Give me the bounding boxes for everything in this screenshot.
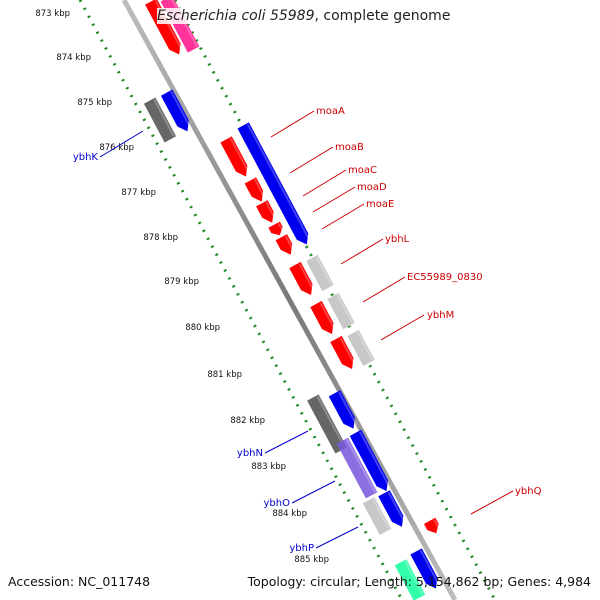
feature-highlight (246, 123, 312, 242)
gene-label-ybhl[interactable]: ybhL (385, 234, 410, 245)
tick-label: 885 kbp (294, 555, 329, 565)
gene-label-moac[interactable]: moaC (348, 165, 377, 176)
feature-band (75, 0, 460, 600)
gene-label-moab[interactable]: moaB (335, 142, 364, 153)
label-leader-line (315, 526, 359, 549)
feature-highlight (338, 391, 358, 427)
label-leader-line (289, 146, 334, 174)
feature-highlight (404, 560, 424, 596)
gene-feature-forward[interactable] (145, 0, 181, 55)
feature-highlight (277, 223, 285, 233)
label-leader-line (264, 430, 309, 454)
genome-backbone (121, 0, 458, 600)
tick-label: 882 kbp (230, 416, 265, 426)
tick-label: 878 kbp (143, 233, 178, 243)
gene-feature-ybhQ[interactable] (424, 517, 439, 534)
feature-highlight (356, 331, 374, 361)
accession-text: Accession: NC_011748 (8, 574, 151, 589)
feature-highlight (253, 178, 266, 200)
feature-highlight (339, 337, 357, 367)
label-leader-line (99, 130, 144, 158)
gene-feature-gray[interactable] (327, 292, 355, 330)
gene-feature-EC55989-0830[interactable] (289, 261, 313, 295)
tick-label: 873 kbp (35, 9, 70, 19)
tick-label: 883 kbp (251, 462, 286, 472)
feature-highlight (419, 549, 441, 586)
label-leader-line (340, 238, 384, 265)
tick-label: 879 kbp (164, 277, 199, 287)
label-leader-line (312, 186, 356, 213)
gene-feature-ybhO[interactable] (336, 437, 378, 499)
gene-feature-ybhM[interactable] (310, 300, 334, 334)
gene-label-ybho[interactable]: ybhO (264, 498, 291, 509)
feature-highlight (359, 431, 391, 489)
gene-feature-aqua[interactable] (394, 559, 426, 600)
species-name: Escherichia coli 55989 (157, 8, 315, 24)
gene-label-ec55989_0830[interactable]: EC55989_0830 (407, 272, 483, 283)
tick-label: 877 kbp (121, 188, 156, 198)
label-leader-line (470, 490, 514, 515)
gene-feature-gray[interactable] (306, 254, 334, 292)
gene-label-ybhp[interactable]: ybhP (289, 543, 314, 554)
feature-highlight (284, 235, 296, 253)
gene-label-ybhm[interactable]: ybhM (427, 310, 454, 321)
feature-highlight (153, 98, 175, 137)
gene-feature-ybhL[interactable] (275, 234, 293, 255)
gene-feature-reverse[interactable] (160, 89, 189, 132)
tick-label: 880 kbp (185, 323, 220, 333)
gene-label-ybhq[interactable]: ybhQ (515, 486, 542, 497)
feature-highlight (433, 519, 441, 531)
inner-tick-ring (78, 0, 404, 600)
gene-label-ybhn[interactable]: ybhN (237, 448, 263, 459)
label-leader-line (362, 276, 406, 303)
gene-feature-moaD[interactable] (256, 200, 274, 223)
title-suffix: , complete genome (314, 8, 451, 24)
feature-highlight (316, 395, 346, 448)
label-leader-line (321, 203, 365, 230)
label-leader-line (291, 480, 336, 504)
gene-feature-moaB[interactable] (237, 122, 309, 245)
tick-label: 874 kbp (56, 53, 91, 63)
feature-highlight (298, 263, 316, 293)
gene-label-moae[interactable]: moaE (366, 199, 394, 210)
gene-feature-gray[interactable] (347, 329, 375, 367)
gene-feature-reverse[interactable] (378, 490, 404, 527)
feature-highlight (170, 90, 192, 129)
feature-highlight (319, 302, 337, 332)
label-leader-line (302, 169, 347, 197)
gene-label-moaa[interactable]: moaA (316, 106, 345, 117)
tick-label: 881 kbp (207, 370, 242, 380)
feature-highlight (346, 438, 376, 493)
gene-feature-moaC[interactable] (244, 177, 264, 202)
genome-stats-text: Topology: circular; Length: 5,154,862 bp… (247, 574, 591, 589)
feature-highlight (315, 256, 333, 286)
gene-label-moad[interactable]: moaD (357, 182, 387, 193)
gene-feature-reverse[interactable] (410, 548, 438, 589)
gene-feature-reverse[interactable] (328, 390, 355, 429)
tick-label: 876 kbp (99, 143, 134, 153)
gene-feature-moaA[interactable] (220, 136, 248, 177)
feature-highlight (336, 294, 354, 324)
feature-highlight (229, 137, 251, 174)
gene-feature-moaE[interactable] (268, 221, 283, 236)
genome-title: Escherichia coli 55989, complete genome (157, 8, 451, 24)
gene-feature-reverse[interactable] (349, 429, 388, 492)
tick-label: 884 kbp (272, 509, 307, 519)
label-leader-line (380, 314, 425, 341)
label-leader-line (270, 110, 315, 138)
gene-feature-red[interactable] (330, 335, 354, 369)
gene-feature-ybhK[interactable] (143, 97, 177, 143)
gene-label-ybhk[interactable]: ybhK (73, 152, 99, 163)
feature-highlight (372, 498, 390, 530)
tick-label: 875 kbp (77, 98, 112, 108)
feature-highlight (387, 491, 407, 525)
gene-feature-ybhN[interactable] (307, 394, 347, 454)
gene-feature-ybhP[interactable] (362, 497, 392, 535)
feature-highlight (265, 201, 277, 221)
